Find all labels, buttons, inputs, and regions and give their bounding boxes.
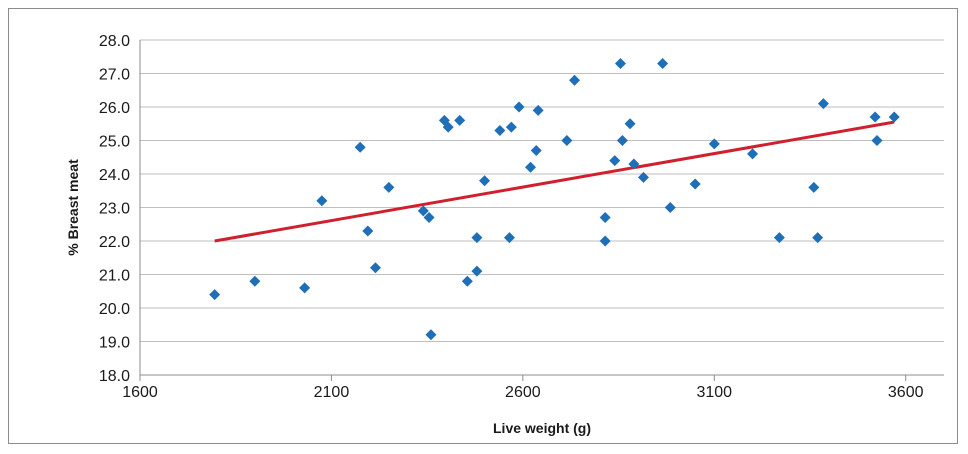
y-tick-label: 19.0 <box>99 335 130 352</box>
y-tick-label: 24.0 <box>99 167 130 184</box>
data-point <box>871 135 883 146</box>
data-point <box>423 212 435 224</box>
data-point <box>471 265 483 277</box>
data-point <box>471 232 483 244</box>
data-point <box>599 235 611 247</box>
data-point <box>869 111 881 123</box>
tick-labels: 18.0 19.0 20.0 21.0 22.0 23.0 24.0 25.0 26.0 27.0… <box>99 33 924 401</box>
data-point <box>369 262 381 274</box>
data-point <box>812 232 824 244</box>
data-point <box>461 275 473 287</box>
data-point <box>773 232 785 244</box>
data-point <box>530 145 542 157</box>
data-point <box>454 114 466 126</box>
y-tick-label: 23.0 <box>99 201 130 218</box>
data-point <box>316 195 328 207</box>
data-point <box>503 232 515 244</box>
data-point <box>747 148 759 160</box>
data-point <box>609 155 621 167</box>
data-point <box>362 225 374 237</box>
y-tick-label: 20.0 <box>99 301 130 318</box>
data-point <box>664 202 676 213</box>
data-point <box>442 121 454 133</box>
y-tick-label: 25.0 <box>99 134 130 151</box>
y-tick-label: 22.0 <box>99 234 130 251</box>
trendline-layer <box>214 120 895 243</box>
data-point <box>614 57 626 69</box>
data-point <box>299 282 311 294</box>
data-point <box>513 101 525 113</box>
data-point <box>657 57 669 69</box>
data-point <box>525 161 537 173</box>
x-tick-label: 2600 <box>505 384 541 401</box>
x-tick-label: 3100 <box>696 384 732 401</box>
data-point <box>689 178 701 190</box>
data-point <box>479 175 491 187</box>
y-tick-label: 18.0 <box>99 368 130 385</box>
chart-frame <box>8 8 958 444</box>
data-point <box>569 74 581 86</box>
data-point <box>494 124 506 136</box>
data-point <box>708 138 720 150</box>
y-axis-title: % Breast meat <box>65 159 81 256</box>
trendline <box>214 120 895 243</box>
x-axis-title: Live weight (g) <box>493 420 591 436</box>
data-points <box>209 57 900 341</box>
data-point <box>624 118 636 130</box>
data-point <box>249 275 261 287</box>
data-point <box>888 111 900 123</box>
y-tick-label: 26.0 <box>99 100 130 117</box>
gridlines <box>140 39 944 376</box>
y-tick-label: 21.0 <box>99 268 130 285</box>
x-tick-label: 2100 <box>314 384 350 401</box>
data-point <box>417 205 429 217</box>
data-point <box>425 329 437 341</box>
data-point <box>354 141 366 153</box>
data-point <box>637 171 649 183</box>
axes <box>139 40 944 381</box>
data-point <box>616 135 628 146</box>
data-point <box>561 135 573 146</box>
data-point <box>808 181 820 193</box>
x-tick-label: 1600 <box>122 384 158 401</box>
data-point <box>505 121 517 133</box>
data-point <box>209 289 221 301</box>
x-tick-label: 3600 <box>888 384 924 401</box>
y-tick-label: 28.0 <box>99 33 130 50</box>
data-point <box>628 158 640 170</box>
data-point <box>599 212 611 224</box>
y-tick-label: 27.0 <box>99 67 130 84</box>
data-point <box>383 181 395 193</box>
data-point <box>817 98 829 110</box>
data-point <box>532 104 544 116</box>
